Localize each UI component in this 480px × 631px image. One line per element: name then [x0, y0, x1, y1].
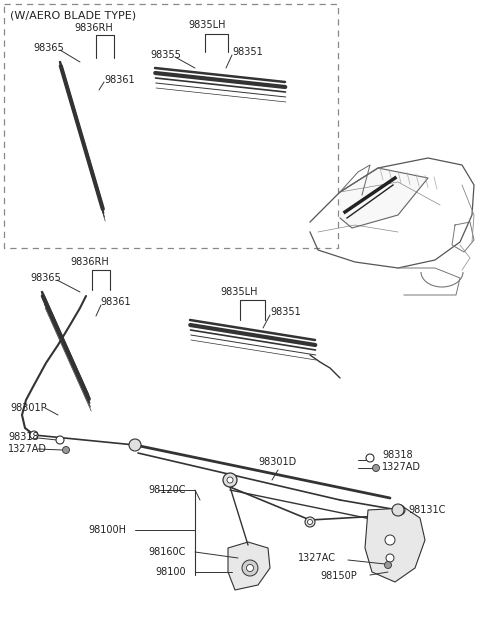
- Text: 98361: 98361: [104, 75, 134, 85]
- Text: 98160C: 98160C: [148, 547, 185, 557]
- Circle shape: [227, 477, 233, 483]
- Circle shape: [247, 565, 253, 572]
- Circle shape: [392, 504, 404, 516]
- Circle shape: [386, 554, 394, 562]
- Text: 98351: 98351: [270, 307, 301, 317]
- Text: 98351: 98351: [232, 47, 263, 57]
- Text: 98150P: 98150P: [320, 571, 357, 581]
- Text: 98365: 98365: [33, 43, 64, 53]
- Circle shape: [30, 431, 38, 439]
- Circle shape: [129, 439, 141, 451]
- Text: 9835LH: 9835LH: [220, 287, 257, 297]
- Bar: [4, 4, 338, 248]
- Text: 98301P: 98301P: [10, 403, 47, 413]
- Text: 1327AC: 1327AC: [298, 553, 336, 563]
- Text: 98100H: 98100H: [88, 525, 126, 535]
- Text: 9835LH: 9835LH: [188, 20, 226, 30]
- Circle shape: [62, 447, 70, 454]
- Text: 98131C: 98131C: [408, 505, 445, 515]
- Text: 1327AD: 1327AD: [382, 462, 421, 472]
- Text: 9836RH: 9836RH: [70, 257, 109, 267]
- Text: 98318: 98318: [382, 450, 413, 460]
- Circle shape: [384, 562, 392, 569]
- Circle shape: [305, 517, 315, 527]
- Text: 98120C: 98120C: [148, 485, 185, 495]
- Polygon shape: [340, 168, 428, 228]
- Text: 98318: 98318: [8, 432, 38, 442]
- Text: 98100: 98100: [155, 567, 186, 577]
- Text: 1327AD: 1327AD: [8, 444, 47, 454]
- Text: (W/AERO BLADE TYPE): (W/AERO BLADE TYPE): [10, 11, 136, 21]
- Circle shape: [372, 464, 380, 471]
- Polygon shape: [365, 508, 425, 582]
- Circle shape: [242, 560, 258, 576]
- Circle shape: [56, 436, 64, 444]
- Text: 98301D: 98301D: [258, 457, 296, 467]
- Text: 98361: 98361: [100, 297, 131, 307]
- Circle shape: [395, 505, 405, 515]
- Text: 9836RH: 9836RH: [74, 23, 113, 33]
- Circle shape: [223, 473, 237, 487]
- Circle shape: [366, 454, 374, 462]
- Polygon shape: [228, 542, 270, 590]
- Circle shape: [385, 535, 395, 545]
- Text: 98355: 98355: [150, 50, 181, 60]
- Text: 98365: 98365: [30, 273, 61, 283]
- Circle shape: [308, 519, 312, 524]
